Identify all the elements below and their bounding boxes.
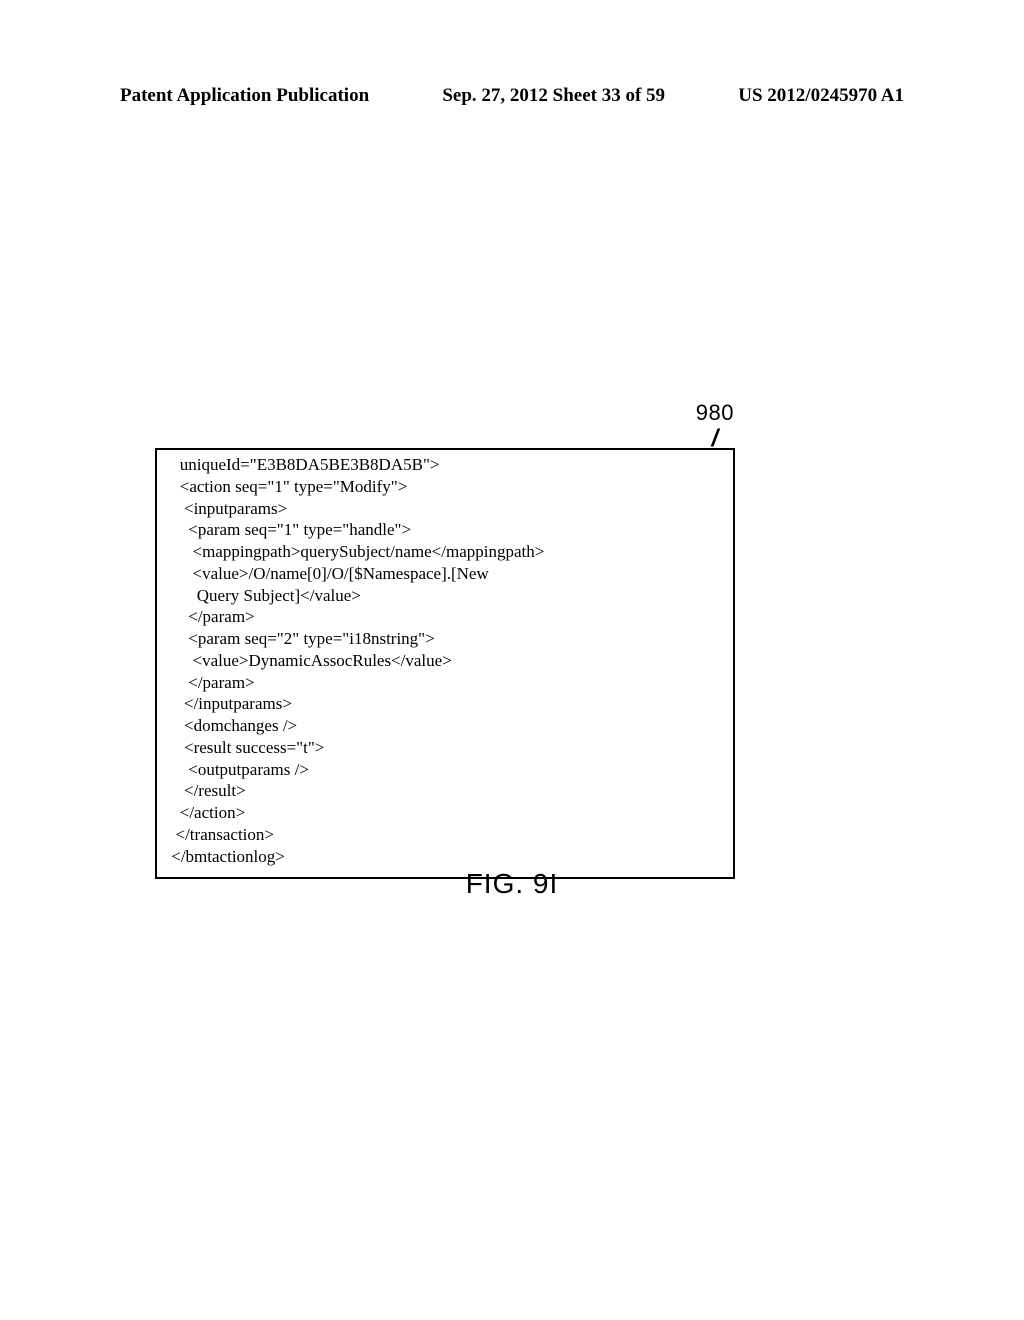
header-center: Sep. 27, 2012 Sheet 33 of 59: [442, 85, 665, 107]
reference-numeral-callout: 980 /: [696, 400, 734, 450]
figure-caption: FIG. 9I: [0, 868, 1024, 900]
reference-numeral: 980: [696, 400, 734, 426]
header-left: Patent Application Publication: [120, 85, 369, 107]
xml-code-listing: uniqueId="E3B8DA5BE3B8DA5B"> <action seq…: [155, 448, 735, 879]
lead-line-icon: /: [696, 428, 734, 450]
header-right: US 2012/0245970 A1: [738, 85, 904, 107]
page-header: Patent Application Publication Sep. 27, …: [120, 85, 904, 107]
